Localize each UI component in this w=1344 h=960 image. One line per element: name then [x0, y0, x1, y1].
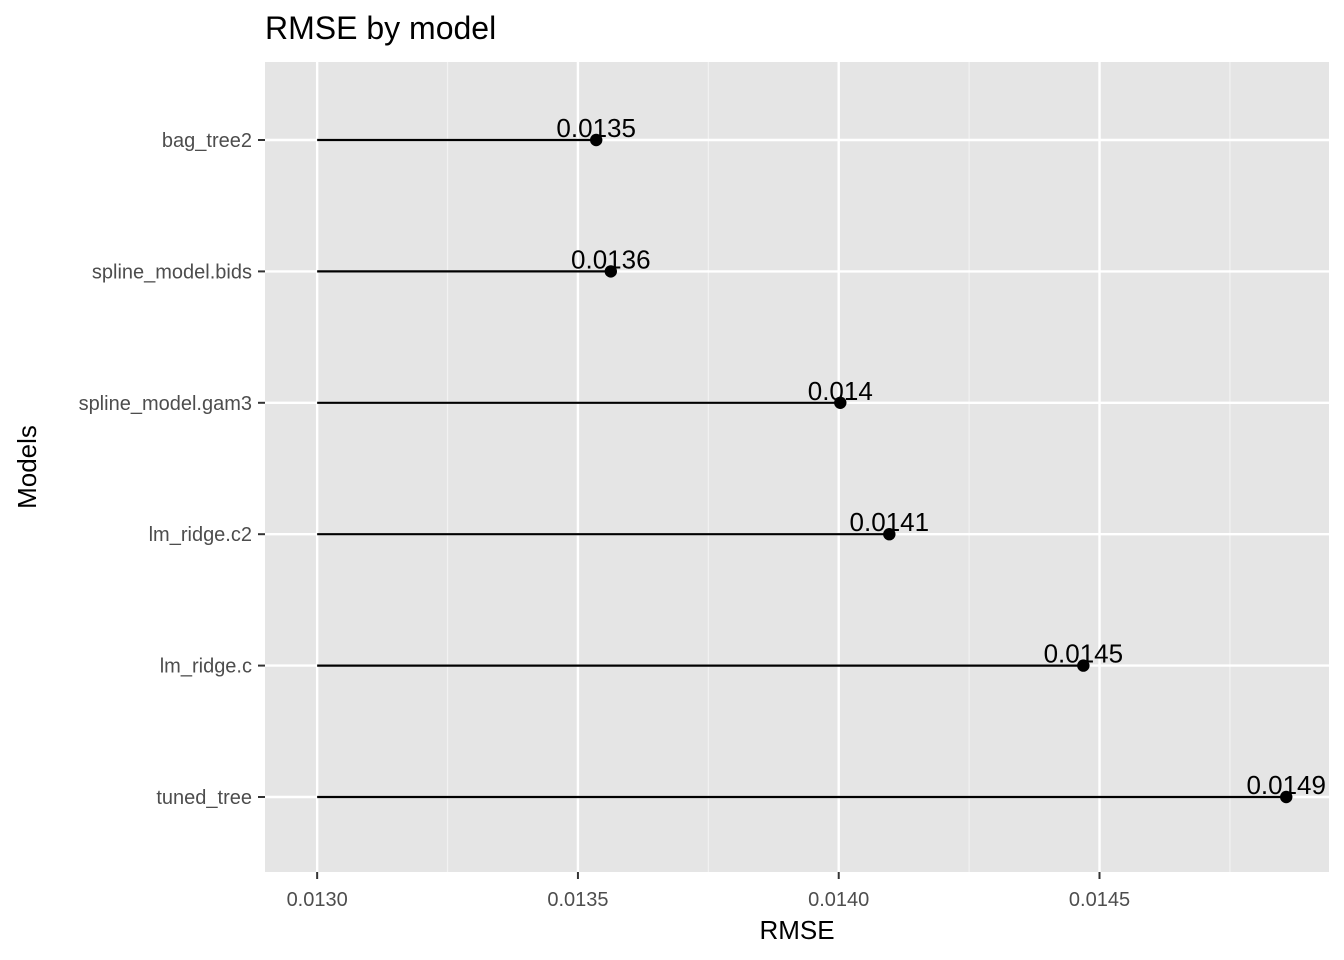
lollipop-point [604, 265, 617, 278]
y-tick-label: lm_ridge.c [160, 656, 252, 678]
value-label: 0.0145 [1044, 639, 1124, 669]
y-tick-label: spline_model.bids [92, 261, 252, 283]
x-axis-title: RMSE [759, 915, 834, 945]
y-tick-label: tuned_tree [156, 787, 252, 809]
x-tick-label: 0.0130 [287, 889, 348, 911]
x-tick-label: 0.0140 [808, 889, 869, 911]
y-axis-title: Models [12, 425, 42, 509]
x-axis-ticks: 0.0130 0.0135 0.0140 0.0145 [287, 872, 1130, 911]
lollipop-point [1077, 659, 1090, 672]
x-tick-label: 0.0135 [547, 889, 608, 911]
lollipop-point [589, 133, 603, 147]
lollipop-marks: 0.0135 0.0136 0.014 0.0141 0.0145 0.0149 [317, 113, 1326, 804]
y-tick-label: bag_tree2 [162, 130, 252, 152]
chart-title: RMSE by model [265, 10, 496, 46]
minor-gridlines [446, 62, 1231, 872]
x-tick-label: 0.0145 [1069, 889, 1130, 911]
lollipop-point [883, 528, 896, 541]
y-tick-label: spline_model.gam3 [79, 393, 252, 415]
lollipop-point [834, 396, 847, 409]
value-label: 0.0136 [571, 244, 651, 274]
value-label: 0.0149 [1246, 770, 1326, 800]
value-label: 0.014 [808, 376, 873, 406]
y-axis-ticks: bag_tree2 spline_model.bids spline_model.g… [79, 130, 265, 809]
lollipop-point [1280, 790, 1293, 804]
y-tick-label: lm_ridge.c2 [149, 524, 252, 546]
value-label: 0.0135 [556, 113, 636, 143]
value-label: 0.0141 [850, 507, 930, 537]
plot-panel [265, 62, 1329, 872]
